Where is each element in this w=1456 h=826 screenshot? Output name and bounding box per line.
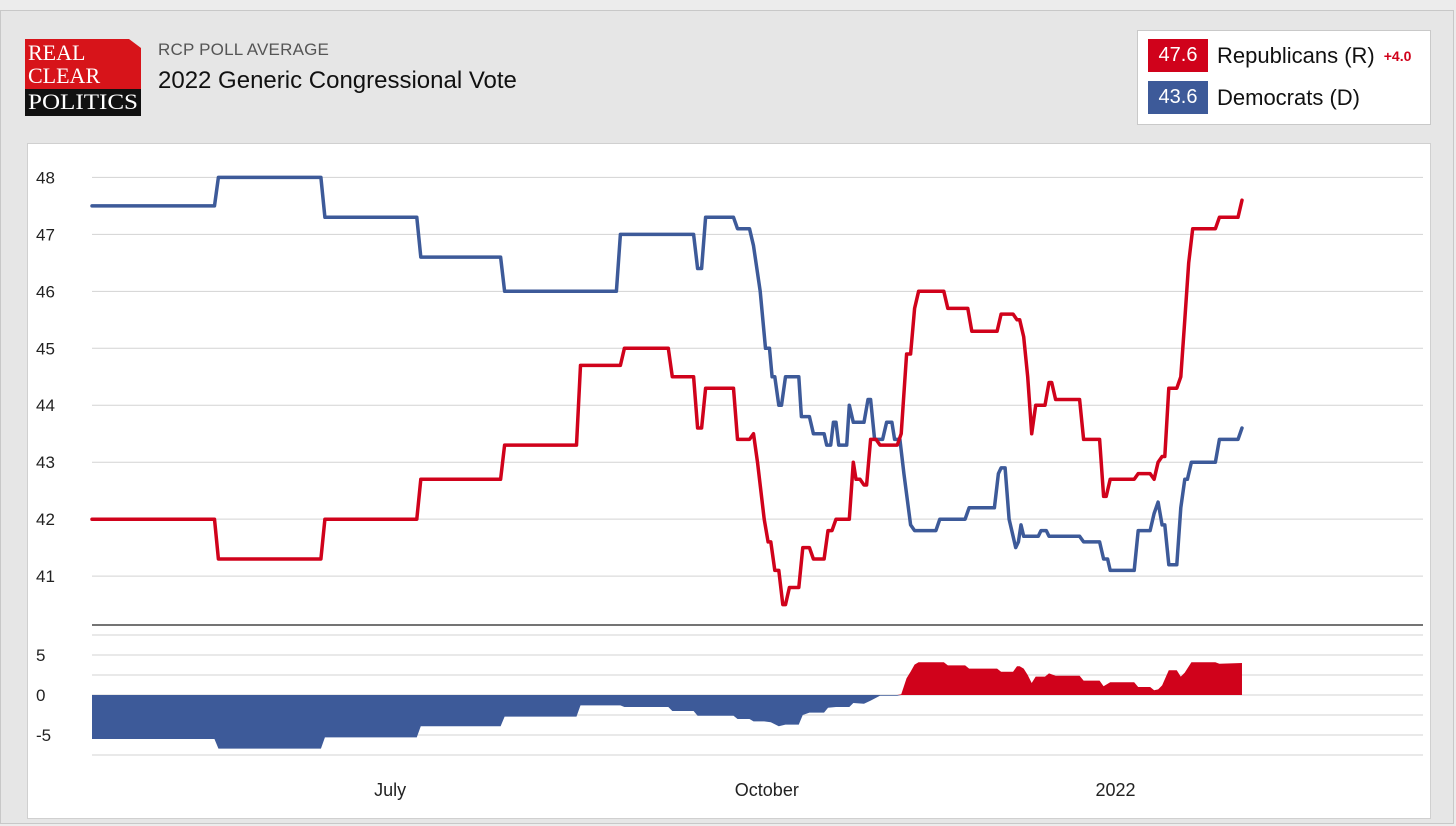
spread-area-republicans (92, 662, 1242, 695)
x-tick-label: July (374, 780, 406, 800)
y-tick-label: 41 (36, 567, 55, 586)
y-tick-label: 46 (36, 282, 55, 301)
legend-label-democrats: Democrats (D) (1217, 84, 1361, 110)
y-tick-label: 45 (36, 339, 55, 358)
logo-line-politics: POLITICS (28, 89, 138, 114)
rcp-logo: REAL CLEAR POLITICS (25, 39, 141, 116)
spread-tick-label: 0 (36, 686, 45, 705)
chart-title: 2022 Generic Congressional Vote (158, 67, 517, 94)
series-line-republicans (90, 198, 1244, 607)
y-tick-label: 43 (36, 453, 55, 472)
y-tick-label: 48 (36, 168, 55, 187)
legend: 47.6 Republicans (R) +4.0 43.6 Democrats… (1137, 30, 1431, 125)
spread-tick-label: 5 (36, 646, 45, 665)
legend-label-republicans: Republicans (R) (1217, 42, 1375, 68)
line-chart: 41 42 43 44 45 46 47 48 5 0 -5 July October 2022 (36, 168, 1423, 800)
logo-line-clear: CLEAR (28, 63, 100, 88)
spread-area-democrats (92, 695, 1242, 749)
series-line-democrats (90, 175, 1244, 573)
y-tick-label: 47 (36, 225, 55, 244)
chart-subtitle: RCP POLL AVERAGE (158, 40, 330, 59)
legend-item-democrats[interactable]: 43.6 Democrats (D) (1148, 81, 1360, 114)
legend-spread-republicans: +4.0 (1383, 47, 1412, 64)
legend-item-republicans[interactable]: 47.6 Republicans (R) +4.0 (1148, 39, 1411, 72)
x-tick-label: 2022 (1096, 780, 1136, 800)
y-tick-label: 44 (36, 396, 55, 415)
legend-value-democrats: 43.6 (1148, 81, 1208, 114)
x-tick-label: October (735, 780, 799, 800)
spread-tick-label: -5 (36, 726, 51, 745)
logo-line-real: REAL (28, 40, 85, 65)
legend-value-republicans: 47.6 (1148, 39, 1208, 72)
y-tick-label: 42 (36, 510, 55, 529)
plot-area: 41 42 43 44 45 46 47 48 5 0 -5 July October 2022 (27, 143, 1431, 819)
